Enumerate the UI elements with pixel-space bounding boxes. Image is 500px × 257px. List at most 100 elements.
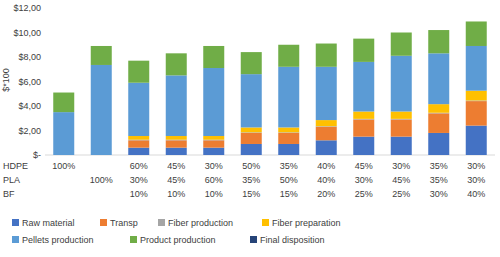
category-label: 40% — [467, 189, 485, 199]
legend-swatch — [100, 219, 107, 226]
bar-segment — [166, 53, 187, 54]
category-label: 30% — [392, 161, 410, 171]
category-label: 60% — [205, 175, 223, 185]
bar-segment — [428, 53, 449, 104]
category-row-label: BF — [3, 189, 15, 199]
bar-segment — [53, 112, 74, 155]
legend: Raw materialTranspFiber productionFiber … — [12, 218, 341, 245]
chart: $-$2,00$4,00$6,00$8,00$10,00$12,00$*100H… — [0, 0, 500, 257]
bar-segment — [316, 43, 337, 44]
legend-swatch — [158, 219, 165, 226]
category-label: 30% — [467, 175, 485, 185]
legend-label: Fiber production — [168, 218, 233, 228]
category-label: 45% — [392, 175, 410, 185]
bar-segment — [428, 113, 449, 133]
bar-segment — [241, 52, 262, 53]
bar-segment — [128, 61, 149, 83]
y-tick-label: $12,00 — [13, 3, 41, 13]
bar-segment — [391, 32, 412, 33]
category-label: 40% — [317, 175, 335, 185]
bar-segment — [128, 148, 149, 155]
y-axis-label: $*100 — [1, 68, 11, 92]
legend-label: Transp — [110, 218, 138, 228]
category-label: 50% — [242, 161, 260, 171]
category-label: 40% — [317, 161, 335, 171]
bar-segment — [203, 46, 224, 68]
bar-segment — [241, 52, 262, 74]
bar-segment — [278, 45, 299, 67]
bar-segment — [391, 112, 412, 119]
category-label: 30% — [467, 161, 485, 171]
category-label: 35% — [430, 161, 448, 171]
bar-segment — [353, 39, 374, 62]
bar-segment — [241, 74, 262, 127]
category-label: 100% — [90, 175, 113, 185]
bar-segment — [278, 133, 299, 144]
bar-segment — [128, 136, 149, 140]
category-label: 10% — [167, 189, 185, 199]
y-tick-label: $2,00 — [18, 126, 41, 136]
category-label: 45% — [167, 175, 185, 185]
category-label: 30% — [355, 175, 373, 185]
bar-segment — [203, 148, 224, 155]
legend-label: Final disposition — [260, 235, 325, 245]
category-label: 25% — [355, 189, 373, 199]
x-axis-line — [45, 155, 495, 156]
category-label: 30% — [430, 189, 448, 199]
legend-swatch — [12, 219, 19, 226]
bar-segment — [166, 75, 187, 136]
category-label: 30% — [130, 175, 148, 185]
bar-segment — [391, 137, 412, 155]
bar-segment — [316, 67, 337, 120]
category-label: 15% — [280, 189, 298, 199]
bar-segment — [391, 56, 412, 112]
bar-segment — [91, 46, 112, 65]
category-label: 25% — [392, 189, 410, 199]
legend-swatch — [262, 219, 269, 226]
bar-segment — [466, 91, 487, 101]
category-label: 20% — [317, 189, 335, 199]
bar-segment — [316, 44, 337, 67]
y-tick-label: $4,00 — [18, 101, 41, 111]
y-tick-label: $- — [33, 150, 41, 160]
bar-segment — [391, 33, 412, 56]
bar-segment — [353, 62, 374, 112]
bar-segment — [278, 44, 299, 45]
category-label: 100% — [52, 161, 75, 171]
bar-segment — [428, 30, 449, 53]
bar-segment — [241, 144, 262, 155]
category-label: 60% — [130, 161, 148, 171]
bar-segment — [316, 120, 337, 126]
bar-segment — [128, 83, 149, 136]
legend-label: Product production — [140, 235, 216, 245]
bar-segment — [428, 104, 449, 113]
bar-segment — [203, 45, 224, 46]
category-label: 45% — [355, 161, 373, 171]
bar-segment — [278, 144, 299, 155]
bar-segment — [166, 53, 187, 75]
bar-segment — [91, 65, 112, 155]
bar-segment — [203, 136, 224, 140]
bar-segment — [466, 21, 487, 45]
category-label: 35% — [242, 175, 260, 185]
bar-segment — [278, 67, 299, 128]
bar-segment — [53, 93, 74, 113]
bar-segment — [241, 133, 262, 144]
bar-segment — [128, 140, 149, 147]
category-label: 30% — [205, 161, 223, 171]
bar-segment — [241, 127, 262, 132]
bar-segment — [203, 140, 224, 147]
bar-segment — [166, 148, 187, 155]
category-label: 35% — [430, 175, 448, 185]
bar-segment — [353, 119, 374, 136]
bar-segment — [466, 46, 487, 91]
bar-segment — [316, 140, 337, 155]
bar-segment — [353, 38, 374, 39]
bar-segment — [166, 136, 187, 140]
bar-segment — [428, 30, 449, 31]
bar-segment — [466, 21, 487, 22]
legend-label: Fiber preparation — [272, 218, 341, 228]
bar-segment — [128, 60, 149, 61]
legend-label: Pellets production — [22, 235, 94, 245]
category-label: 10% — [205, 189, 223, 199]
